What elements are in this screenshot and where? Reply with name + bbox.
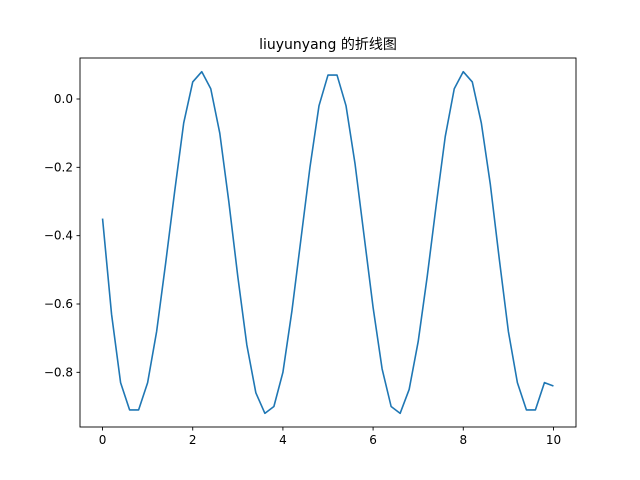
y-tick-label: 0.0	[54, 92, 73, 106]
axes-frame	[79, 57, 577, 428]
x-tick-label: 6	[369, 433, 377, 447]
y-tick-label: −0.2	[44, 160, 73, 174]
x-tick-label: 4	[279, 433, 287, 447]
x-tick-label: 2	[189, 433, 197, 447]
chart-title: liuyunyang 的折线图	[259, 37, 397, 53]
y-tick-label: −0.8	[44, 365, 73, 379]
y-tick-label: −0.4	[44, 229, 73, 243]
x-tick-label: 0	[99, 433, 107, 447]
x-tick-label: 8	[459, 433, 467, 447]
y-tick-label: −0.6	[44, 297, 73, 311]
plot-area: 0 2 4 6 8 10 0.0 −0.2 −0.4 −0.6 −0.8	[44, 57, 577, 447]
x-tick-label: 10	[546, 433, 561, 447]
series-line	[101, 70, 554, 415]
